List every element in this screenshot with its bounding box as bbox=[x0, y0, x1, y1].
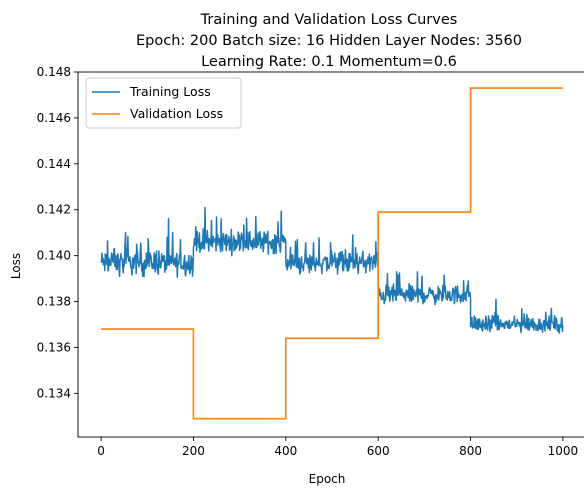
x-tick-label: 200 bbox=[182, 444, 205, 458]
title-line-2: Epoch: 200 Batch size: 16 Hidden Layer N… bbox=[136, 33, 522, 49]
x-tick-label: 800 bbox=[459, 444, 482, 458]
x-tick-label: 1000 bbox=[548, 444, 579, 458]
x-axis-label: Epoch bbox=[309, 472, 346, 486]
x-tick-label: 600 bbox=[367, 444, 390, 458]
y-axis: 0.134 0.136 0.138 0.140 0.142 0.144 0.146 0.148 bbox=[37, 65, 78, 400]
x-axis: 0 200 400 600 800 1000 bbox=[97, 437, 578, 458]
validation-loss-line bbox=[101, 87, 563, 420]
title-line-3: Learning Rate: 0.1 Momentum=0.6 bbox=[201, 54, 457, 70]
plot-frame bbox=[77, 71, 584, 438]
x-tick-label: 0 bbox=[97, 444, 105, 458]
y-tick-label: 0.136 bbox=[37, 340, 71, 354]
x-tick-label: 400 bbox=[274, 444, 297, 458]
chart-title: Training and Validation Loss Curves Epoc… bbox=[136, 12, 522, 70]
title-line-1: Training and Validation Loss Curves bbox=[200, 12, 458, 28]
y-tick-label: 0.138 bbox=[37, 295, 71, 309]
y-tick-label: 0.146 bbox=[37, 111, 71, 125]
legend: Training Loss Validation Loss bbox=[85, 77, 242, 129]
plot-area bbox=[100, 87, 564, 420]
y-tick-label: 0.144 bbox=[37, 157, 71, 171]
y-axis-label: Loss bbox=[9, 253, 23, 279]
y-tick-label: 0.140 bbox=[37, 249, 71, 263]
training-loss-line bbox=[100, 206, 564, 334]
legend-box bbox=[85, 77, 242, 129]
y-tick-label: 0.142 bbox=[37, 203, 71, 217]
legend-label-training: Training Loss bbox=[129, 84, 211, 99]
y-tick-label: 0.148 bbox=[37, 65, 71, 79]
y-tick-label: 0.134 bbox=[37, 386, 71, 400]
legend-label-validation: Validation Loss bbox=[130, 106, 223, 121]
